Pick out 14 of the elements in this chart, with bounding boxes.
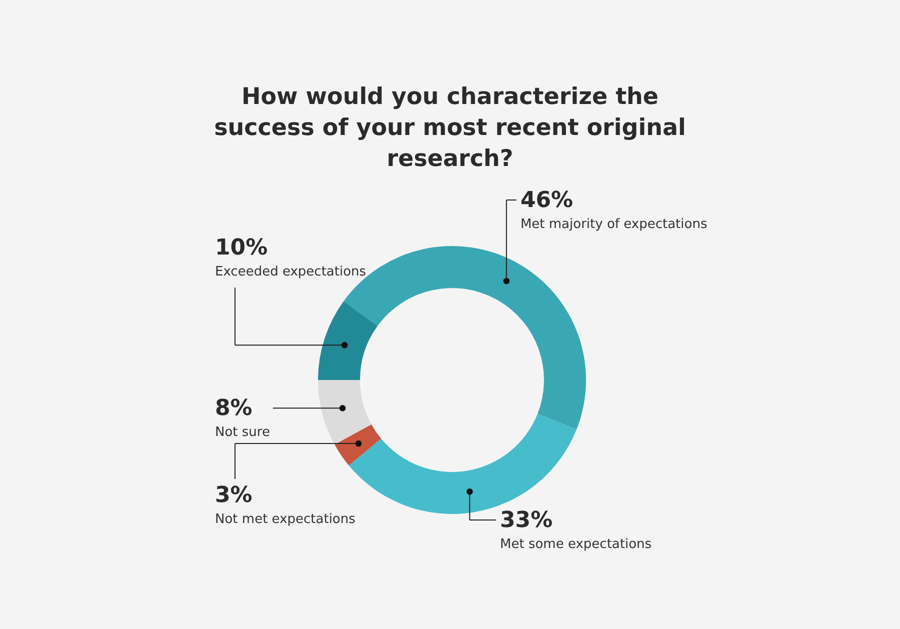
slice-label: Not met expectations	[215, 512, 356, 527]
slice-label: Not sure	[215, 425, 270, 440]
data-label: 8%	[215, 396, 252, 422]
chart-title: How would you characterize the success of your most recent original research?	[214, 84, 686, 172]
donut-slice	[318, 301, 378, 380]
slice-label: Met majority of expectations	[520, 217, 708, 232]
slice-label: Exceeded expectations	[215, 264, 366, 280]
data-label: 33%	[500, 508, 553, 533]
slice-label: Met some expectations	[500, 537, 652, 552]
donut-slice	[334, 424, 382, 466]
donut-slice	[318, 380, 372, 445]
data-label: 3%	[215, 482, 252, 508]
data-label: 10%	[215, 235, 268, 260]
data-label: 46%	[520, 188, 574, 213]
